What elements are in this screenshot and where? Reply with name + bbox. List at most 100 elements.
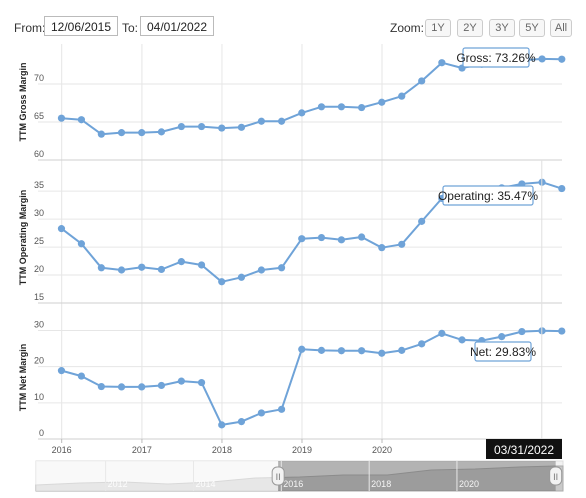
zoom-1y-button[interactable]: 1Y xyxy=(425,19,451,37)
x-tick-label: 2016 xyxy=(52,445,72,455)
to-label: To: xyxy=(122,21,139,35)
data-point xyxy=(438,329,446,337)
zoom-all-button[interactable]: All xyxy=(550,19,572,37)
value-tooltip-text: Operating: 35.47% xyxy=(438,189,538,203)
data-point xyxy=(218,124,226,132)
data-point xyxy=(298,109,306,117)
y-axis-label: TTM Net Margin xyxy=(18,344,28,412)
data-point xyxy=(378,98,386,106)
data-point xyxy=(177,122,185,131)
zoom-3y-button[interactable]: 3Y xyxy=(489,19,515,37)
data-point xyxy=(538,55,546,63)
data-point xyxy=(77,116,86,124)
data-point xyxy=(257,409,266,417)
navigator-handle-right[interactable]: II xyxy=(549,466,563,486)
data-point xyxy=(458,336,466,344)
data-point xyxy=(277,264,286,272)
data-point xyxy=(317,103,326,111)
data-point xyxy=(317,233,326,242)
data-point xyxy=(337,236,346,244)
data-point xyxy=(257,266,266,274)
data-point xyxy=(237,273,246,281)
to-date-input[interactable]: 04/01/2022 xyxy=(140,16,214,36)
toolbar: From: 12/06/2015 To: 04/01/2022 Zoom: 1Y… xyxy=(0,0,586,40)
y-axis-label: TTM Gross Margin xyxy=(18,62,28,141)
navigator-tick-label: 2018 xyxy=(371,479,391,489)
data-point xyxy=(558,184,566,193)
data-point xyxy=(97,130,105,138)
data-point xyxy=(398,92,406,100)
data-point xyxy=(418,217,426,225)
navigator-tick-label: 2020 xyxy=(459,479,479,489)
data-point xyxy=(337,103,346,111)
data-point xyxy=(298,235,306,243)
data-point xyxy=(197,122,206,131)
crosshair-date-box xyxy=(486,439,562,459)
y-tick-label: 25 xyxy=(34,236,44,246)
data-point xyxy=(57,225,66,233)
data-point xyxy=(157,128,166,136)
data-point xyxy=(57,367,66,375)
panel-2: 15 20 25 30 35 TTM Operating Margin Operating:… xyxy=(18,178,566,304)
data-point xyxy=(138,129,146,137)
data-point xyxy=(298,345,306,353)
y-tick-label: 65 xyxy=(34,111,44,121)
data-point xyxy=(378,244,386,252)
navigator-handle-grip-icon: II xyxy=(276,472,281,482)
data-point xyxy=(237,418,246,426)
crosshair-date-label: 03/31/2022 xyxy=(494,443,554,457)
data-point xyxy=(277,405,286,413)
navigator-tick-label: 2014 xyxy=(196,479,216,489)
data-point xyxy=(418,340,426,348)
data-point xyxy=(197,378,206,387)
data-point xyxy=(518,327,526,336)
data-point xyxy=(358,233,366,241)
y-axis-label: TTM Operating Margin xyxy=(18,190,28,286)
navigator-handle-left[interactable]: II xyxy=(271,466,285,486)
y-tick-label: 30 xyxy=(34,319,44,329)
y-tick-label: 15 xyxy=(34,292,44,302)
data-point xyxy=(277,117,286,125)
data-point xyxy=(237,123,246,131)
data-point xyxy=(257,117,266,125)
navigator-tick-label: 2012 xyxy=(108,479,128,489)
navigator-tick-label: 2016 xyxy=(283,479,303,489)
y-tick-label: 20 xyxy=(34,356,44,366)
x-tick-label: 2017 xyxy=(132,445,152,455)
data-point xyxy=(157,265,166,274)
panel-3: 0 10 20 30 TTM Net Margin Net: 29.83% xyxy=(18,319,566,440)
data-point xyxy=(177,258,185,266)
data-point xyxy=(438,59,446,67)
navigator-handle-body[interactable] xyxy=(271,466,285,486)
panel-1: 60 65 70 TTM Gross Margin Gross: 73.26% xyxy=(18,47,566,161)
data-point xyxy=(358,103,366,112)
data-point xyxy=(57,114,66,122)
from-label: From: xyxy=(14,21,46,35)
navigator-handle-grip-icon: II xyxy=(553,472,558,482)
value-tooltip xyxy=(474,341,532,362)
zoom-2y-button[interactable]: 2Y xyxy=(457,19,483,37)
y-tick-label: 20 xyxy=(34,264,44,274)
y-tick-label: 10 xyxy=(34,392,44,402)
data-point xyxy=(558,327,566,335)
y-tick-label: 30 xyxy=(34,208,44,218)
navigator-selection[interactable] xyxy=(278,461,556,491)
data-point xyxy=(558,55,566,63)
data-point xyxy=(177,377,185,385)
y-tick-label: 35 xyxy=(34,180,44,190)
data-point xyxy=(97,382,105,391)
zoom-5y-button[interactable]: 5Y xyxy=(519,19,545,37)
data-point xyxy=(398,346,406,354)
data-point xyxy=(398,240,406,248)
series-line xyxy=(61,57,562,136)
data-point xyxy=(197,261,206,269)
value-tooltip xyxy=(462,47,530,68)
from-date-input[interactable]: 12/06/2015 xyxy=(44,16,118,36)
data-point xyxy=(117,266,126,274)
navigator-handle-body[interactable] xyxy=(549,466,563,486)
value-tooltip-text: Gross: 73.26% xyxy=(456,51,536,65)
zoom-label: Zoom: xyxy=(390,21,425,35)
y-tick-label: 60 xyxy=(34,149,44,159)
value-tooltip xyxy=(442,185,534,206)
